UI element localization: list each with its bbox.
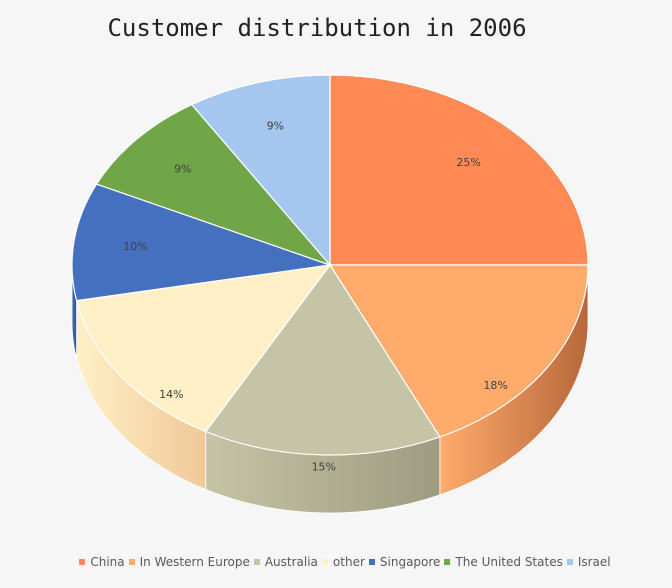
legend-item-china[interactable]: China bbox=[79, 555, 125, 569]
legend-label: other bbox=[332, 555, 365, 569]
legend-label: Singapore bbox=[379, 555, 441, 569]
data-label-australia: 15% bbox=[312, 461, 336, 474]
legend-swatch bbox=[79, 559, 86, 565]
pie-slice-the-united-states[interactable] bbox=[95, 103, 332, 267]
legend-label: The United States bbox=[455, 555, 563, 569]
legend-label: In Western Europe bbox=[139, 555, 250, 569]
legend-label: Australia bbox=[264, 555, 318, 569]
legend-item-australia[interactable]: Australia bbox=[253, 555, 318, 569]
data-label-israel: 9% bbox=[267, 119, 284, 132]
legend-swatch bbox=[128, 559, 135, 565]
data-label-other: 14% bbox=[159, 388, 183, 401]
legend-label: China bbox=[90, 555, 125, 569]
legend-item-the-united-states[interactable]: The United States bbox=[444, 555, 563, 569]
legend-swatch bbox=[566, 559, 573, 565]
legend-item-israel[interactable]: Israel bbox=[566, 555, 611, 569]
data-label-the-united-states: 9% bbox=[174, 163, 191, 176]
legend-swatch bbox=[368, 559, 375, 565]
pie-slice-australia[interactable] bbox=[204, 263, 441, 456]
data-label-singapore: 10% bbox=[123, 240, 147, 253]
legend-swatch bbox=[444, 559, 451, 565]
data-label-in-western-europe: 18% bbox=[483, 379, 507, 392]
pie-slice-israel[interactable] bbox=[190, 74, 331, 267]
legend: China In Western Europe Australia other Sing… bbox=[0, 555, 672, 569]
legend-item-singapore[interactable]: Singapore bbox=[368, 555, 441, 569]
legend-swatch bbox=[321, 559, 328, 565]
pie-slice-singapore[interactable] bbox=[71, 183, 331, 302]
legend-swatch bbox=[253, 559, 260, 565]
legend-item-other[interactable]: other bbox=[321, 555, 365, 569]
pie-slice-other[interactable] bbox=[75, 264, 332, 433]
pie-slice-china[interactable] bbox=[329, 74, 589, 266]
chart-title: Customer distribution in 2006 bbox=[107, 14, 527, 42]
pie-slice-in-western-europe[interactable] bbox=[328, 264, 589, 438]
data-label-china: 25% bbox=[456, 156, 480, 169]
legend-label: Israel bbox=[577, 555, 611, 569]
legend-item-in-western-europe[interactable]: In Western Europe bbox=[128, 555, 250, 569]
